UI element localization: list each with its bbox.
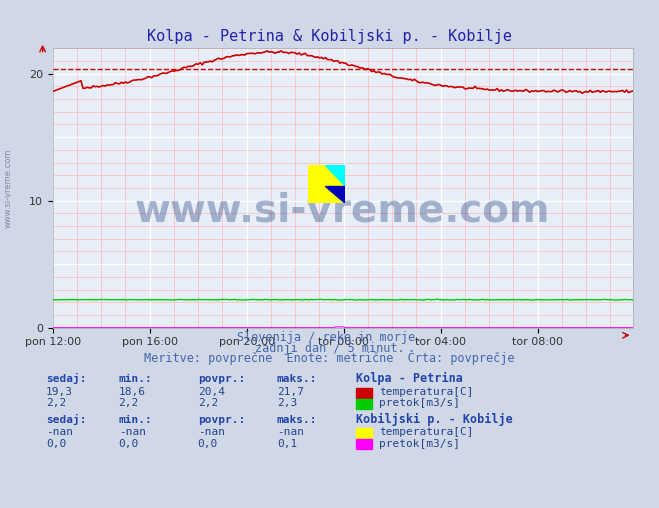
Text: 21,7: 21,7 — [277, 387, 304, 397]
Text: povpr.:: povpr.: — [198, 374, 245, 384]
Text: 20,4: 20,4 — [198, 387, 225, 397]
Text: pretok[m3/s]: pretok[m3/s] — [379, 398, 460, 408]
Text: povpr.:: povpr.: — [198, 415, 245, 425]
Text: min.:: min.: — [119, 374, 152, 384]
Text: www.si-vreme.com: www.si-vreme.com — [135, 192, 550, 229]
Bar — [356, 428, 372, 438]
Text: sedaj:: sedaj: — [46, 414, 86, 425]
Text: zadnji dan / 5 minut.: zadnji dan / 5 minut. — [254, 341, 405, 355]
Text: -nan: -nan — [198, 427, 225, 437]
Bar — [356, 388, 372, 398]
Text: www.si-vreme.com: www.si-vreme.com — [4, 148, 13, 228]
Text: maks.:: maks.: — [277, 415, 317, 425]
Text: 0,1: 0,1 — [277, 438, 297, 449]
Text: 2,2: 2,2 — [198, 398, 218, 408]
Text: maks.:: maks.: — [277, 374, 317, 384]
Text: Kolpa - Petrina & Kobiljski p. - Kobilje: Kolpa - Petrina & Kobiljski p. - Kobilje — [147, 29, 512, 44]
Text: -nan: -nan — [277, 427, 304, 437]
Bar — [356, 399, 372, 409]
Text: Kolpa - Petrina: Kolpa - Petrina — [356, 372, 463, 385]
Text: 2,3: 2,3 — [277, 398, 297, 408]
Text: temperatura[C]: temperatura[C] — [379, 427, 473, 437]
Polygon shape — [325, 165, 345, 186]
Text: 19,3: 19,3 — [46, 387, 73, 397]
Text: -nan: -nan — [46, 427, 73, 437]
Text: sedaj:: sedaj: — [46, 373, 86, 384]
Text: Meritve: povprečne  Enote: metrične  Črta: povprečje: Meritve: povprečne Enote: metrične Črta:… — [144, 350, 515, 365]
Text: 18,6: 18,6 — [119, 387, 146, 397]
Polygon shape — [325, 186, 345, 203]
Text: -nan: -nan — [119, 427, 146, 437]
Text: pretok[m3/s]: pretok[m3/s] — [379, 438, 460, 449]
Text: temperatura[C]: temperatura[C] — [379, 387, 473, 397]
Text: 0,0: 0,0 — [198, 438, 218, 449]
Text: min.:: min.: — [119, 415, 152, 425]
Bar — [356, 439, 372, 449]
Text: 0,0: 0,0 — [46, 438, 67, 449]
Text: 2,2: 2,2 — [46, 398, 67, 408]
Text: Kobiljski p. - Kobilje: Kobiljski p. - Kobilje — [356, 412, 513, 426]
Text: 0,0: 0,0 — [119, 438, 139, 449]
Text: Slovenija / reke in morje.: Slovenija / reke in morje. — [237, 331, 422, 344]
Text: 2,2: 2,2 — [119, 398, 139, 408]
